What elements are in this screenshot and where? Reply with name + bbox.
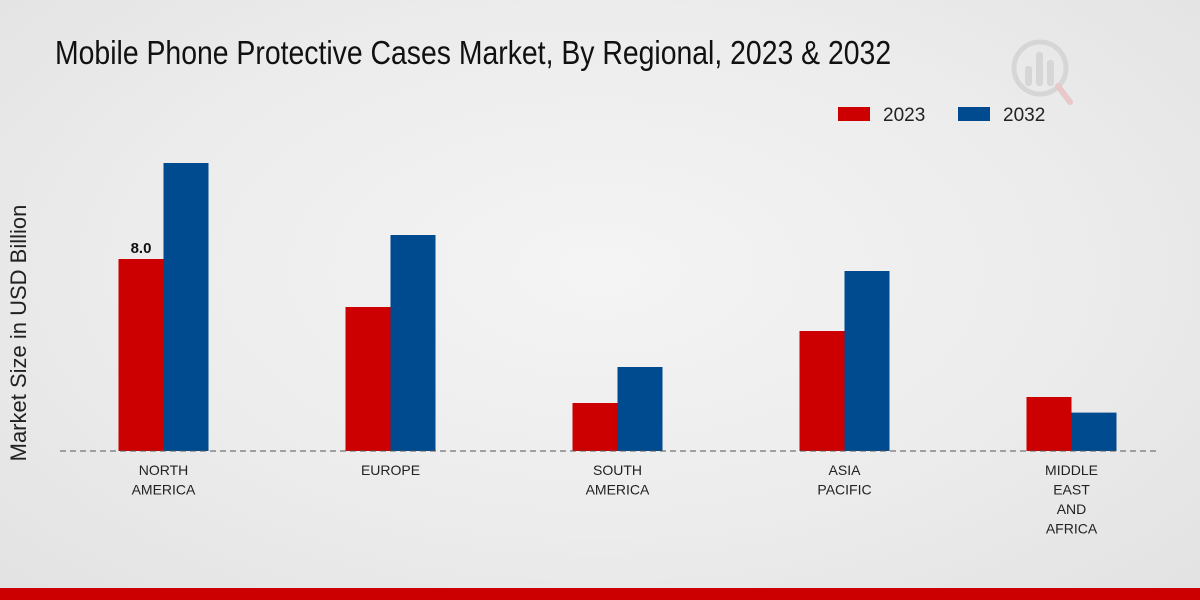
x-axis-ticks: NORTH AMERICA EUROPE SOUTH AMERICA ASIA PACIFI… <box>132 462 1098 537</box>
x-tick-label: EUROPE <box>361 462 420 478</box>
chart-title: Mobile Phone Protective Cases Market, By… <box>55 34 892 71</box>
bar-2023-3 <box>799 331 845 451</box>
bottom-accent-bar <box>0 588 1200 600</box>
x-tick-label: ASIA <box>829 462 862 478</box>
bar-2032-2 <box>617 367 663 451</box>
bar-2032-4 <box>1071 412 1117 451</box>
x-tick-label: AFRICA <box>1046 521 1098 537</box>
bar-2023-4 <box>1026 397 1072 451</box>
bar-2032-1 <box>390 235 436 451</box>
x-tick-label: EAST <box>1053 482 1090 498</box>
x-tick-label: MIDDLE <box>1045 462 1098 478</box>
y-axis-label: Market Size in USD Billion <box>6 205 31 462</box>
legend-label-2023: 2023 <box>883 105 925 126</box>
legend: 2023 2032 <box>838 105 1045 126</box>
watermark-logo-icon <box>1011 39 1073 105</box>
legend-label-2032: 2032 <box>1003 105 1045 126</box>
x-tick-label: NORTH <box>139 462 189 478</box>
x-tick-label: PACIFIC <box>817 482 871 498</box>
bar-2032-3 <box>844 271 890 451</box>
x-tick-label: AND <box>1057 501 1087 517</box>
x-tick-label: SOUTH <box>593 462 642 478</box>
data-label: 8.0 <box>131 240 152 257</box>
x-tick-label: AMERICA <box>586 482 650 498</box>
bar-2032-0 <box>163 163 209 451</box>
legend-swatch-2032 <box>958 107 990 121</box>
bar-2023-0 <box>118 259 164 451</box>
bar-2023-1 <box>345 307 391 451</box>
bars: 8.0 <box>118 163 1117 451</box>
legend-swatch-2023 <box>838 107 870 121</box>
x-tick-label: AMERICA <box>132 482 196 498</box>
bar-2023-2 <box>572 403 618 451</box>
